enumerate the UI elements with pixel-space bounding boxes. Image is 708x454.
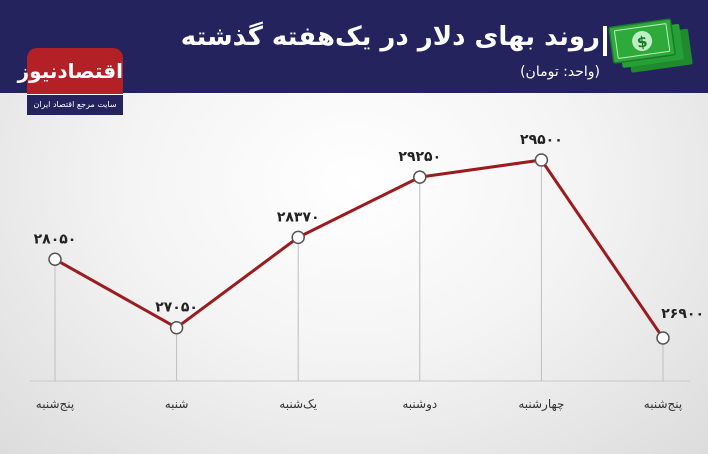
- title-divider: [603, 26, 607, 56]
- value-label: ۲۷۰۵۰: [155, 300, 198, 316]
- data-point: [169, 320, 184, 335]
- unit-subtitle: (واحد: تومان): [520, 64, 600, 80]
- category-label: پنج‌شنبه: [644, 397, 682, 411]
- eghtesadnews-logo: اقتصادنیوز سایت مرجع اقتصاد ایران: [18, 48, 123, 115]
- data-point: [413, 170, 427, 184]
- data-point: [48, 252, 62, 267]
- category-label: پنج‌شنبه: [36, 397, 74, 411]
- svg-text:$: $: [636, 32, 649, 51]
- value-label: ۲۶۹۰۰: [661, 306, 704, 322]
- data-point: [534, 153, 549, 167]
- value-label: ۲۸۳۷۰: [277, 209, 320, 225]
- value-label: ۲۸۰۵۰: [34, 231, 77, 247]
- category-label: شنبه: [165, 397, 189, 411]
- page-title: روند بهای دلار در یک‌هفته گذشته: [180, 22, 600, 52]
- series-line: [54, 158, 665, 339]
- data-point: [291, 230, 305, 245]
- category-label: یک‌شنبه: [279, 397, 317, 411]
- category-label: چهارشنبه: [518, 397, 564, 412]
- data-point: [656, 331, 670, 345]
- logo-tagline: سایت مرجع اقتصاد ایران: [27, 94, 123, 115]
- value-label: ۲۹۵۰۰: [520, 132, 563, 148]
- value-label: ۲۹۲۵۰: [398, 149, 441, 165]
- logo-wordmark: اقتصادنیوز: [18, 48, 123, 94]
- dollar-bills-icon: $: [608, 18, 693, 73]
- category-label: دوشنبه: [402, 397, 437, 412]
